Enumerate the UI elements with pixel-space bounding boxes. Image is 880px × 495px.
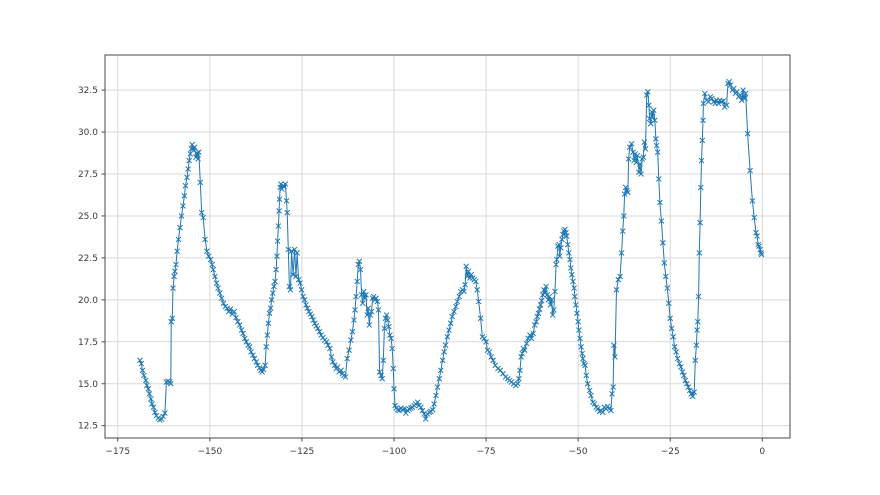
y-tick-label: 20.0 — [78, 296, 98, 306]
y-tick-label: 15.0 — [78, 380, 98, 390]
gridlines — [105, 55, 790, 438]
y-tick-label: 12.5 — [78, 422, 98, 432]
y-tick-label: 22.5 — [78, 254, 98, 264]
series-markers — [137, 79, 765, 423]
x-tick-label: −175 — [105, 447, 130, 457]
data-series — [137, 79, 765, 423]
x-tick-label: −125 — [290, 447, 315, 457]
plot-border — [104, 54, 791, 439]
x-tick-label: −100 — [382, 447, 407, 457]
y-axis: 12.5 15.0 17.5 20.0 22.5 25.0 27.5 30.0 32.5 — [78, 86, 105, 432]
x-axis: −175 −150 −125 −100 −75 −50 −25 0 — [105, 438, 765, 457]
x-tick-label: −50 — [569, 447, 588, 457]
y-tick-label: 32.5 — [78, 86, 98, 96]
x-tick-label: −150 — [197, 447, 222, 457]
x-tick-label: 0 — [759, 447, 765, 457]
y-tick-label: 30.0 — [78, 128, 98, 138]
y-tick-label: 17.5 — [78, 338, 98, 348]
y-tick-label: 25.0 — [78, 212, 98, 222]
x-tick-label: −25 — [661, 447, 680, 457]
x-tick-label: −75 — [477, 447, 496, 457]
y-tick-label: 27.5 — [78, 170, 98, 180]
axes-spines — [104, 54, 791, 439]
